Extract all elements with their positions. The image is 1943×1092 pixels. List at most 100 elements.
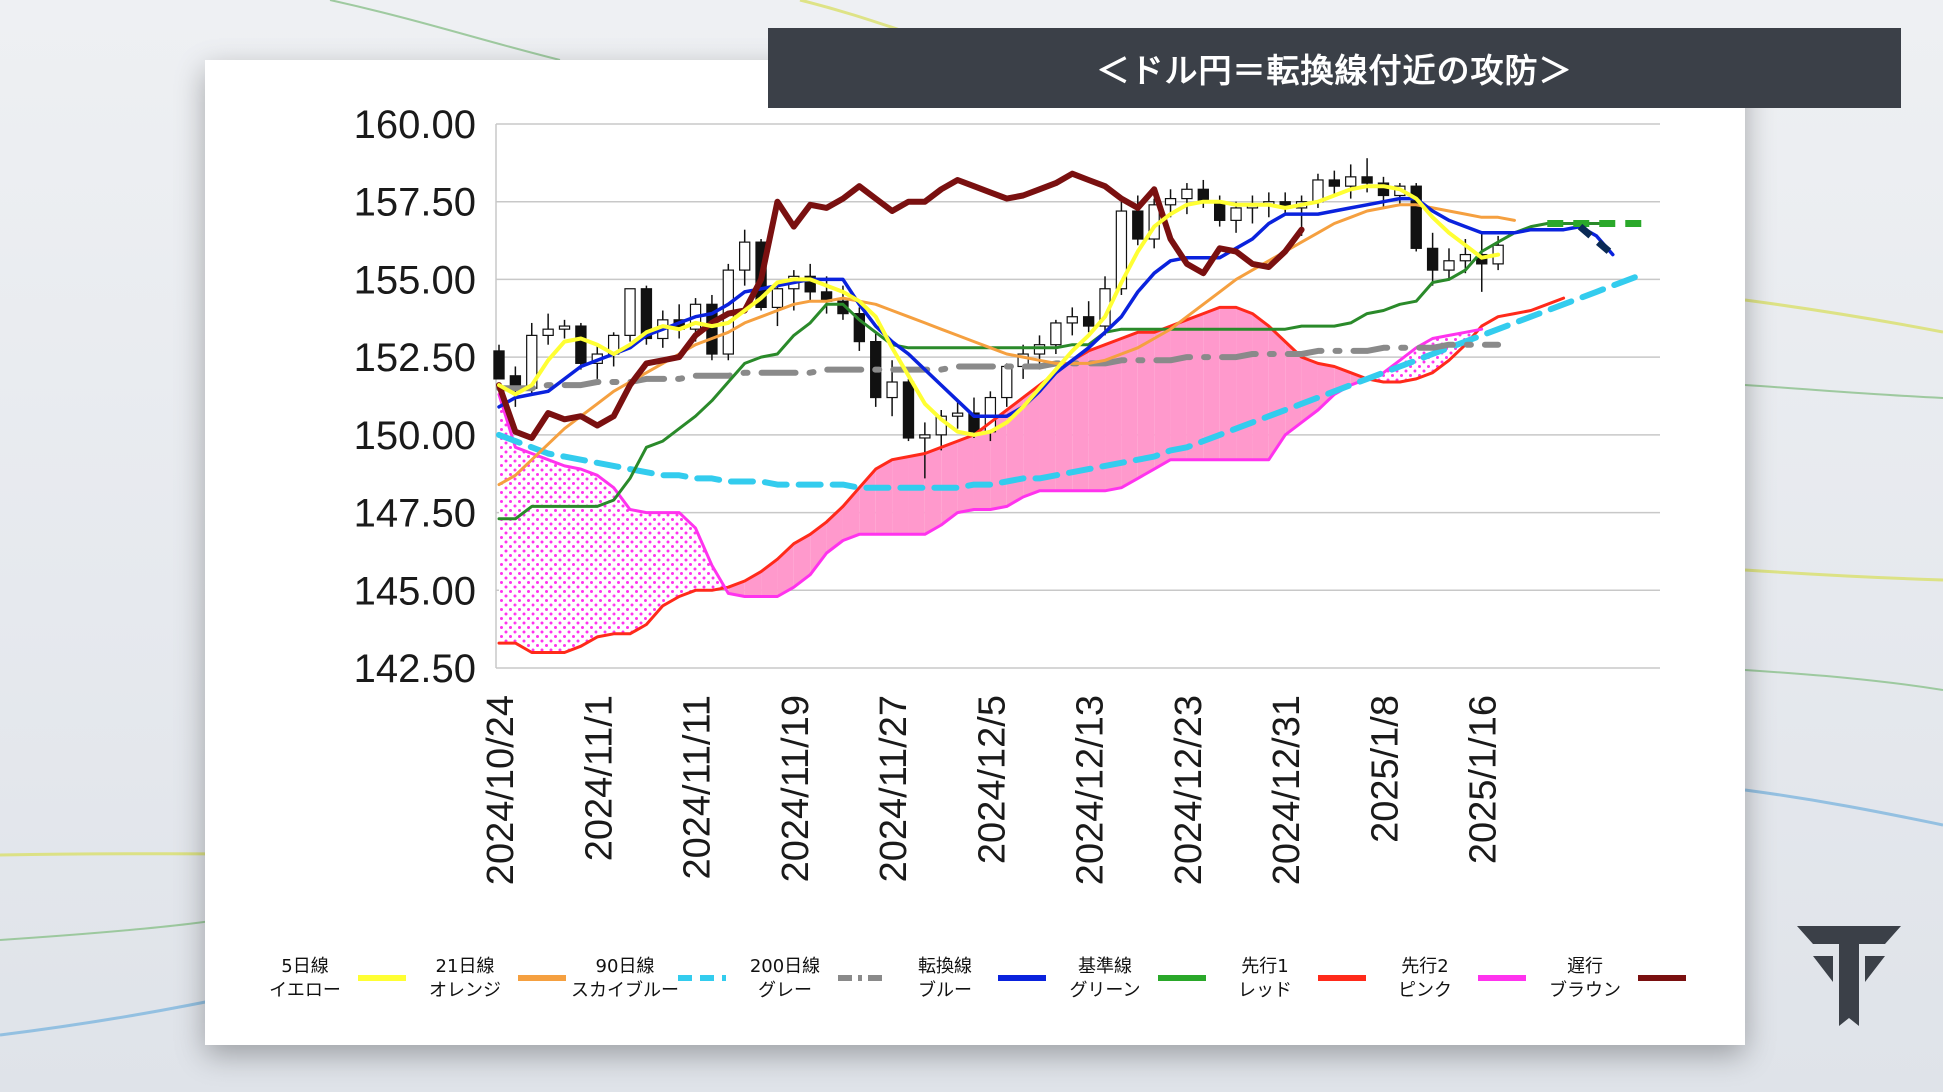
legend-label: 5日線イエロー (250, 955, 360, 1003)
cloud-segment (1105, 338, 1122, 491)
candle-body (1050, 322, 1062, 346)
candle-body (640, 288, 653, 340)
cloud-segment (810, 521, 827, 575)
candle-body (1443, 260, 1455, 271)
candle-body (1345, 176, 1357, 187)
legend-label-line1: 200日線 (749, 956, 821, 977)
legend-label-line1: 先行2 (1401, 956, 1449, 977)
cloud-segment (744, 571, 762, 597)
cloud-segment (1252, 313, 1269, 460)
cloud-segment (1039, 372, 1056, 491)
legend-label: 90日線 スカイブルー (570, 955, 680, 1003)
candle-body (1459, 253, 1472, 262)
y-tick-label: 145.00 (354, 569, 476, 613)
cloud-segment (875, 459, 893, 535)
series-line-5日線 (497, 184, 1501, 437)
cloud-segment (1285, 341, 1302, 435)
x-tick-label: 2024/12/31 (1266, 695, 1308, 885)
t-shield-icon (1797, 926, 1901, 1026)
chart-card (205, 60, 1745, 1045)
legend-label: 先行2 ピンク (1370, 955, 1480, 1003)
y-tick-label: 157.50 (354, 181, 476, 225)
cloud-segment (1268, 326, 1286, 460)
series-line-基準線 (497, 222, 1615, 521)
candle-body (951, 412, 964, 417)
cloud-segment (1137, 332, 1155, 479)
legend-label-line1: 転換線 (918, 956, 972, 977)
cloud-segment (1219, 307, 1237, 460)
cloud-segment (531, 453, 549, 653)
page-title-text: ＜ドル円＝転換線付近の攻防＞ (1096, 51, 1573, 90)
candle-body (886, 381, 898, 399)
legend-swatch (1478, 975, 1526, 981)
legend-label-line2: グリーン (1069, 980, 1141, 1001)
candle-body (493, 350, 505, 380)
x-tick-label: 2025/1/16 (1463, 695, 1505, 864)
candle-body (804, 275, 816, 293)
candle-body (1082, 316, 1095, 327)
candle-body (1066, 316, 1078, 324)
cloud-segment (973, 422, 991, 510)
x-tick-label: 2024/12/23 (1168, 695, 1210, 885)
legend-label: 遅行 ブラウン (1530, 955, 1640, 1003)
candle-body (575, 325, 587, 364)
cloud-segment (1121, 332, 1138, 488)
legend-label: 転換線 ブルー (890, 955, 1000, 1003)
cloud-segment (695, 528, 712, 591)
legend-label-line2: オレンジ (429, 980, 501, 1001)
legend-label-line1: 先行1 (1241, 956, 1289, 977)
series-line-遅行 (496, 170, 1305, 441)
cloud-segment (1055, 360, 1073, 491)
candle-body (771, 288, 784, 309)
legend-swatch (838, 975, 886, 981)
candle-body (1377, 182, 1390, 197)
legend-label-line1: 基準線 (1078, 956, 1132, 977)
x-tick-label: 2024/11/27 (873, 695, 915, 882)
cloud-segment (662, 512, 680, 606)
cloud-segment (1154, 326, 1171, 470)
series-line-200日線 (496, 341, 1502, 392)
candle-body (1001, 365, 1013, 399)
candle-body (624, 288, 636, 336)
cloud-segment (597, 475, 614, 637)
cloud-segment (564, 465, 581, 653)
cloud-segment (941, 441, 958, 526)
legend-label-line2: ピンク (1398, 980, 1452, 1001)
y-tick-label: 142.50 (354, 647, 476, 691)
y-tick-label: 147.50 (354, 492, 476, 536)
cloud-segment (548, 459, 565, 653)
candle-body (1410, 185, 1422, 249)
candle-body (1181, 188, 1193, 200)
legend-label-line1: 21日線 (435, 956, 495, 977)
candle-body (739, 241, 751, 271)
legend-label-line1: 遅行 (1567, 956, 1603, 977)
candle-body (1214, 201, 1226, 221)
x-tick-label: 2025/1/8 (1364, 695, 1406, 843)
cloud-segment (793, 534, 811, 588)
candle-body (1426, 247, 1439, 271)
legend-swatch (358, 975, 406, 981)
y-tick-label: 160.00 (354, 103, 476, 147)
cloud-segment (515, 447, 532, 653)
legend-swatch (1158, 975, 1206, 981)
cloud-segment (1170, 319, 1187, 460)
legend-label-line1: 5日線 (281, 956, 329, 977)
legend-label-line2: ブルー (918, 980, 972, 1001)
legend-label-line2: グレー (758, 980, 812, 1001)
x-tick-label: 2024/11/1 (578, 695, 620, 861)
cloud-segment (728, 580, 745, 597)
cloud-segment (826, 506, 843, 553)
cloud-segment (646, 512, 663, 625)
cloud-segment (1301, 357, 1318, 423)
legend-label-line2: イエロー (269, 980, 341, 1001)
y-tick-label: 152.50 (354, 336, 476, 380)
series-line-転換線 (497, 196, 1615, 418)
x-tick-label: 2024/12/5 (971, 695, 1013, 864)
candle-body (853, 313, 866, 343)
cloud-segment (1186, 313, 1204, 460)
candle-body (1361, 176, 1373, 184)
legend-label-line2: スカイブルー (571, 980, 679, 1001)
x-tick-label: 2024/11/11 (677, 695, 719, 880)
legend-label: 21日線オレンジ (410, 955, 520, 1003)
